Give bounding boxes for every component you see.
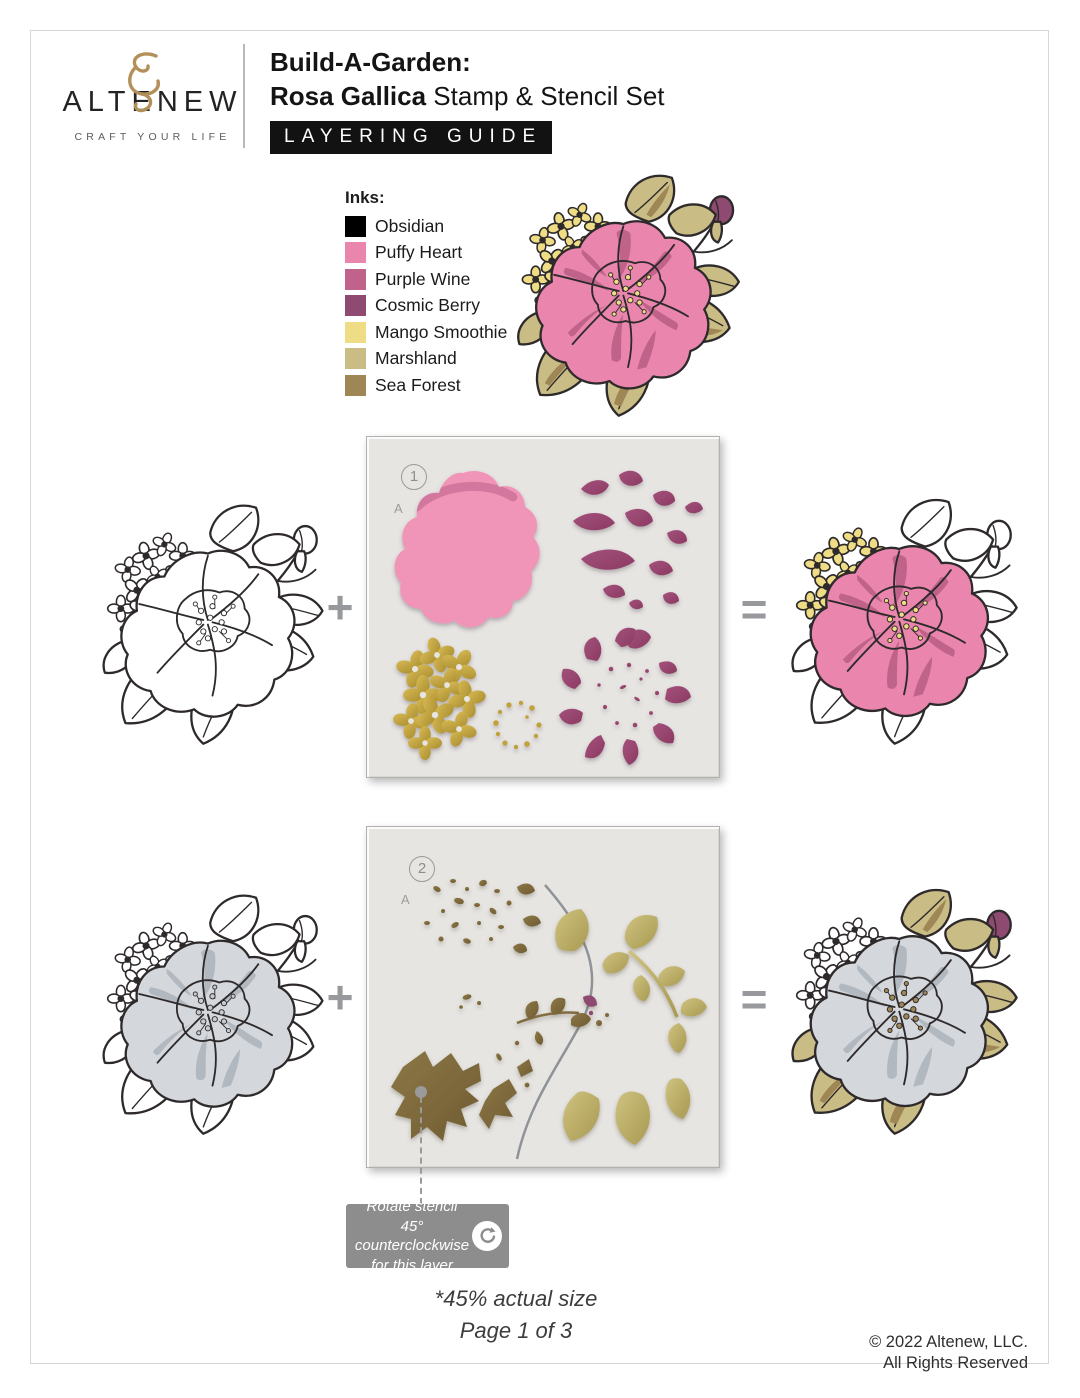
title-block: Build-A-Garden: Rosa Gallica Stamp & Ste… (270, 47, 665, 155)
rotate-callout: Rotate stencil 45° counterclockwise for … (346, 1198, 509, 1274)
row1-outline-bouquet (80, 494, 345, 746)
copyright: © 2022 Altenew, LLC. All Rights Reserved (869, 1333, 1028, 1372)
ink-swatch (345, 348, 366, 370)
header-divider (243, 44, 245, 148)
row1-plus-operator: + (326, 581, 354, 633)
ink-swatch (345, 321, 366, 343)
stencil-1-letter: A (394, 501, 403, 516)
brand-tagline: CRAFT YOUR LIFE (74, 131, 231, 143)
stencil-2-number: 2 (409, 856, 435, 882)
rotate-callout-text: Rotate stencil 45° counterclockwise for … (354, 1198, 470, 1274)
ink-swatch (345, 374, 366, 396)
scale-note: *45% actual size (434, 1286, 598, 1311)
script-ampersand-icon (128, 52, 160, 113)
row2-previous-layers-bouquet (80, 884, 345, 1136)
ink-item: Obsidian (345, 213, 507, 240)
ink-item: Marshland (345, 346, 507, 373)
ink-item: Sea Forest (345, 372, 507, 399)
stencil-panel-1 (366, 436, 720, 778)
row1-result-bouquet (768, 488, 1040, 746)
row1-equals-operator: = (740, 583, 768, 635)
row2-equals-operator: = (740, 973, 768, 1025)
page-border (30, 30, 1049, 1364)
finished-bouquet-illustration (492, 164, 764, 418)
ink-item: Cosmic Berry (345, 293, 507, 320)
row2-result-bouquet (768, 878, 1040, 1136)
row2-plus-operator: + (326, 971, 354, 1023)
ink-item: Puffy Heart (345, 240, 507, 267)
page-title-line2: Rosa Gallica Stamp & Stencil Set (270, 81, 665, 112)
inks-legend: Inks: Obsidian Puffy Heart Purple Wine C… (345, 188, 507, 399)
callout-anchor-dot (415, 1086, 427, 1098)
ink-item: Mango Smoothie (345, 319, 507, 346)
callout-dashed-line (420, 1097, 422, 1204)
ink-swatch (345, 215, 366, 237)
ink-swatch (345, 268, 366, 290)
ink-swatch (345, 242, 366, 264)
stencil-panel-2 (366, 826, 720, 1168)
stencil-2-letter: A (401, 892, 410, 907)
rotate-ccw-icon (472, 1221, 502, 1251)
page-number: Page 1 of 3 (459, 1318, 573, 1343)
stencil-1-number: 1 (401, 464, 427, 490)
page-title-line1: Build-A-Garden: (270, 47, 471, 77)
layering-guide-badge: LAYERING GUIDE (270, 121, 553, 155)
ink-item: Purple Wine (345, 266, 507, 293)
ink-swatch (345, 295, 366, 317)
inks-label: Inks: (345, 188, 385, 207)
stencil-1-artwork (389, 470, 703, 765)
stencil-2-artwork (391, 879, 707, 1160)
